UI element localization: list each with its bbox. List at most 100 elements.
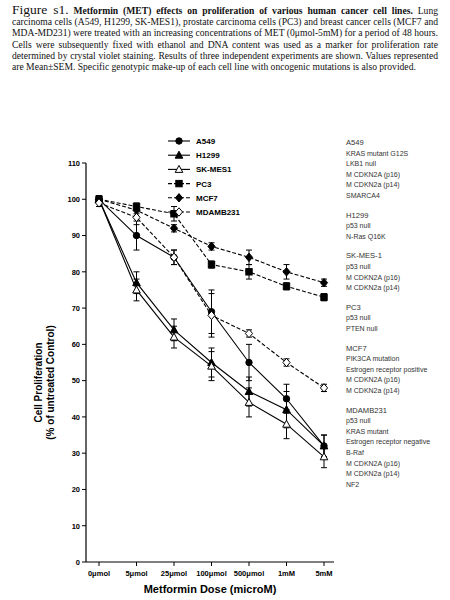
y-tick xyxy=(82,344,86,345)
legend-label: MCF7 xyxy=(196,194,218,203)
data-point xyxy=(321,294,327,300)
error-bar xyxy=(246,265,252,280)
plot-area xyxy=(95,195,328,468)
data-point xyxy=(283,420,291,427)
y-tick xyxy=(82,489,86,490)
data-point xyxy=(133,213,140,221)
data-point xyxy=(170,224,177,232)
genotype-line: B-Raf xyxy=(346,449,364,456)
y-tick-label: 40 xyxy=(72,413,80,422)
series-line xyxy=(99,199,324,282)
genotype-line: PTEN null xyxy=(346,325,378,332)
data-point xyxy=(208,261,214,267)
genotype-line: SMARCA4 xyxy=(346,192,380,199)
y-tick xyxy=(82,562,86,563)
x-tick xyxy=(174,562,175,566)
data-point xyxy=(283,358,290,366)
genotype-line: LKB1 null xyxy=(346,160,376,167)
genotype-line: NF2 xyxy=(346,481,359,488)
legend-marker xyxy=(175,151,183,158)
error-bar xyxy=(209,294,215,338)
x-tick xyxy=(249,562,250,566)
data-point xyxy=(320,453,328,460)
genotype-line: M CDKN2A (p16) xyxy=(346,460,400,468)
genotype-line: N-Ras Q16K xyxy=(346,233,386,241)
data-point xyxy=(245,398,253,405)
y-tick xyxy=(82,416,86,417)
genotype-name: SK-MES-1 xyxy=(346,251,382,260)
series-line xyxy=(99,203,324,388)
x-tick-label: 1mM xyxy=(278,569,295,578)
error-bar xyxy=(96,199,102,206)
figure-label: Figure s1. xyxy=(12,2,69,17)
data-point xyxy=(208,311,215,319)
y-tick xyxy=(82,380,86,381)
legend-marker xyxy=(176,180,182,186)
genotype-line: M CDKN2A (p16) xyxy=(346,274,400,282)
series-line xyxy=(99,199,324,297)
y-tick xyxy=(82,163,86,164)
genotype-name: MCF7 xyxy=(346,344,367,353)
genotype-line: M CDKN2A (p16) xyxy=(346,376,400,384)
genotype-line: M CDKN2A (p16) xyxy=(346,171,400,179)
x-axis-title: Metformin Dose (microM) xyxy=(144,583,277,595)
error-bar xyxy=(284,283,290,290)
x-axis xyxy=(86,561,334,562)
y-tick-label: 100 xyxy=(67,195,80,204)
error-bar xyxy=(246,388,252,417)
error-bar xyxy=(321,294,327,301)
series-line xyxy=(99,199,324,457)
x-tick-label: 5mM xyxy=(315,569,332,578)
y-tick-label: 50 xyxy=(72,376,80,385)
x-tick-label: 100μmol xyxy=(196,569,226,578)
caption: Figure s1. Metformin (MET) effects on pr… xyxy=(12,4,438,72)
legend-label: MDAMB231 xyxy=(196,208,241,217)
genotype-name: PC3 xyxy=(346,303,361,312)
data-point xyxy=(245,253,252,261)
data-point xyxy=(95,199,102,207)
genotype-line: KRAS mutant G12S xyxy=(346,150,409,157)
error-bar xyxy=(171,250,177,265)
error-bar xyxy=(321,384,327,391)
error-bar xyxy=(321,446,327,468)
data-point xyxy=(133,286,141,293)
data-point xyxy=(208,242,215,250)
genotype-name: A549 xyxy=(346,138,364,147)
data-point xyxy=(171,254,177,260)
chart: 01020304050607080901001100μmol5μmol25μmo… xyxy=(0,0,450,600)
data-point xyxy=(320,279,327,287)
y-tick xyxy=(82,271,86,272)
data-point xyxy=(320,384,327,392)
data-point xyxy=(133,232,139,238)
legend-label: H1299 xyxy=(196,151,220,160)
genotype-line: p53 null xyxy=(346,222,371,230)
genotype-line: KRAS mutant xyxy=(346,428,388,435)
genotype-line: M CDKN2a (p14) xyxy=(346,181,400,189)
error-bar xyxy=(134,221,140,250)
data-point xyxy=(208,362,216,369)
error-bar xyxy=(209,261,215,268)
data-point xyxy=(246,269,252,275)
y-tick-label: 0 xyxy=(76,558,80,567)
genotype-name: H1299 xyxy=(346,211,368,220)
genotype-line: M CDKN2a (p14) xyxy=(346,284,400,292)
genotype-line: p53 null xyxy=(346,314,371,322)
genotype-line: PIK3CA mutation xyxy=(346,355,399,362)
genotype-line: M CDKN2a (p14) xyxy=(346,387,400,395)
legend-marker xyxy=(175,165,183,172)
y-tick-label: 60 xyxy=(72,340,80,349)
legend-label: A549 xyxy=(196,137,216,146)
legend-label: SK-MES1 xyxy=(196,165,232,174)
legend-marker xyxy=(175,194,182,202)
legend-marker xyxy=(176,138,182,144)
error-bar xyxy=(134,210,140,225)
y-tick-label: 110 xyxy=(68,159,80,168)
x-tick xyxy=(136,562,137,566)
error-bar xyxy=(171,207,177,222)
y-axis-title: Cell Proliferation xyxy=(33,342,44,422)
figure-title: Metformin (MET) effects on proliferation… xyxy=(73,5,412,16)
data-point xyxy=(170,333,178,340)
genotype-line: Estrogen receptor negative xyxy=(346,438,430,446)
x-tick xyxy=(324,562,325,566)
error-bar xyxy=(284,410,290,439)
